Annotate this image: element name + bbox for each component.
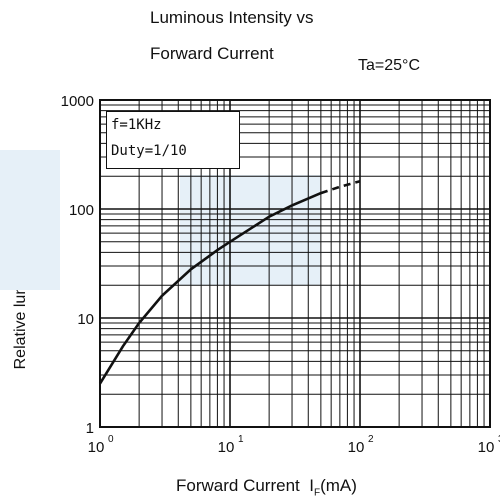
legend-box: f=1KHz Duty=1/10 — [106, 111, 240, 169]
watermark-shape — [0, 150, 60, 290]
x-tick-label: 10 — [348, 439, 365, 456]
x-axis-label-subscript: F — [313, 487, 321, 499]
x-tick-exponent: 3 — [498, 434, 500, 445]
y-tick-label: 1000 — [61, 93, 94, 110]
annotation-frequency: f=1KHz — [111, 117, 162, 133]
y-tick-label: 100 — [69, 202, 94, 219]
x-axis-label: Forward Current IF(mA) — [176, 476, 357, 498]
plot-frame — [99, 99, 491, 428]
x-axis-label-text: Forward Current — [176, 476, 300, 495]
y-tick-label: 1 — [86, 420, 94, 437]
y-tick-label: 10 — [77, 311, 94, 328]
series-curve-dashed — [320, 179, 361, 195]
x-tick-label: 10 — [218, 439, 235, 456]
x-axis-label-unit: (mA) — [320, 476, 357, 495]
chart-title: Luminous Intensity vs — [150, 8, 314, 27]
series-curve — [98, 191, 322, 385]
x-tick-exponent: 2 — [368, 434, 374, 445]
x-axis-label-symbol: I — [309, 476, 314, 495]
annotation-duty: Duty=1/10 — [111, 143, 187, 159]
x-tick-label: 10 — [478, 439, 495, 456]
chart-subtitle: Forward Current — [150, 44, 274, 63]
x-tick-label: 10 — [88, 439, 105, 456]
x-tick-exponent: 1 — [238, 434, 244, 445]
condition-label: Ta=25°C — [358, 57, 420, 74]
x-tick-exponent: 0 — [108, 434, 114, 445]
